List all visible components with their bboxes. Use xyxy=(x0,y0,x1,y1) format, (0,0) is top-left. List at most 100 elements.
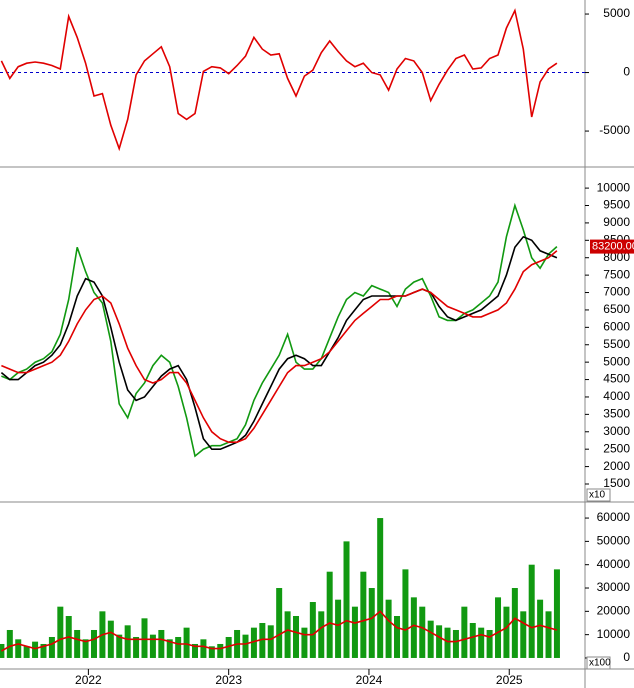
unit-label-box xyxy=(586,656,611,670)
volume-bar xyxy=(335,599,342,658)
volume-bar xyxy=(74,629,81,658)
y-tick-label: 30000 xyxy=(597,580,631,594)
volume-bar xyxy=(267,625,274,658)
y-tick-label: 7500 xyxy=(603,267,630,281)
volume-bar xyxy=(15,639,22,658)
volume-bar xyxy=(486,629,493,658)
unit-label: x10 xyxy=(589,490,606,501)
y-tick-label: 60000 xyxy=(597,510,631,524)
y-tick-label: 5000 xyxy=(603,354,630,368)
volume-bar xyxy=(394,615,401,658)
line-series xyxy=(1,250,558,443)
y-tick-label: 3000 xyxy=(603,424,630,438)
volume-bar xyxy=(545,611,552,658)
volume-bar xyxy=(461,606,468,658)
y-tick-label: 50000 xyxy=(597,534,631,548)
volume-bar xyxy=(32,641,39,658)
y-tick-label: 2000 xyxy=(603,459,630,473)
y-tick-label: 4000 xyxy=(603,389,630,403)
volume-bar xyxy=(452,629,459,658)
volume-bar xyxy=(276,588,283,658)
y-tick-label: 40000 xyxy=(597,557,631,571)
volume-bar xyxy=(520,611,527,658)
volume-bar xyxy=(528,564,535,658)
x-tick-label: 2024 xyxy=(356,673,383,687)
y-tick-label: 0 xyxy=(623,650,630,664)
price-tag xyxy=(590,239,634,254)
volume-bar xyxy=(107,620,114,658)
volume-bar xyxy=(158,629,165,658)
y-tick-label: 2500 xyxy=(603,441,630,455)
y-tick-label: 9000 xyxy=(603,215,630,229)
volume-bar xyxy=(511,588,518,658)
y-tick-label: 4500 xyxy=(603,372,630,386)
y-tick-label: 7000 xyxy=(603,285,630,299)
x-tick-label: 2025 xyxy=(496,673,523,687)
x-tick-label: 2023 xyxy=(215,673,242,687)
volume-bar xyxy=(318,611,325,658)
y-tick-label: 5000 xyxy=(603,6,630,20)
volume-bar xyxy=(343,541,350,658)
y-tick-label: 6500 xyxy=(603,302,630,316)
x-tick-label: 2022 xyxy=(75,673,102,687)
y-tick-label: 10000 xyxy=(597,180,631,194)
volume-bar xyxy=(444,627,451,658)
volume-bar xyxy=(419,606,426,658)
volume-bar xyxy=(503,606,510,658)
line-series xyxy=(1,610,558,652)
y-tick-label: 1500 xyxy=(603,476,630,490)
volume-bar xyxy=(326,571,333,658)
volume-bar xyxy=(175,636,182,658)
y-tick-label: 3500 xyxy=(603,407,630,421)
y-tick-label: 6000 xyxy=(603,320,630,334)
volume-bar xyxy=(90,629,97,658)
volume-bar xyxy=(351,606,358,658)
unit-label-box xyxy=(586,488,611,502)
volume-bar xyxy=(402,569,409,658)
volume-bar xyxy=(377,518,384,658)
volume-bar xyxy=(469,622,476,658)
price-tag-label: 83200.00 xyxy=(592,240,634,252)
volume-bar xyxy=(57,606,64,658)
y-tick-label: 20000 xyxy=(597,604,631,618)
y-tick-label: 5500 xyxy=(603,337,630,351)
volume-bar xyxy=(208,646,215,658)
volume-bar xyxy=(293,615,300,658)
volume-bar xyxy=(242,634,249,658)
volume-bar xyxy=(6,629,13,658)
volume-bar xyxy=(360,571,367,658)
volume-bar xyxy=(116,634,123,658)
volume-bar xyxy=(192,643,198,658)
volume-bar xyxy=(82,639,89,658)
volume-bar xyxy=(200,639,207,658)
volume-bar xyxy=(48,636,55,658)
volume-bar xyxy=(309,602,316,658)
volume-bar xyxy=(427,620,434,658)
line-series xyxy=(0,235,558,450)
volume-bar xyxy=(217,643,224,658)
line-series xyxy=(0,8,558,152)
volume-bar xyxy=(495,597,502,658)
y-tick-label: 9500 xyxy=(603,198,630,212)
y-tick-label: -5000 xyxy=(599,123,630,137)
volume-bar xyxy=(259,622,266,658)
volume-bar xyxy=(40,643,47,658)
volume-bar xyxy=(553,569,560,658)
volume-bar xyxy=(183,627,190,658)
unit-label: x100 xyxy=(589,658,611,669)
volume-bar xyxy=(166,639,173,658)
volume-bar xyxy=(301,627,308,658)
volume-bar xyxy=(225,636,232,658)
volume-bar xyxy=(478,627,485,658)
volume-bar xyxy=(385,599,392,658)
y-tick-label: 0 xyxy=(623,65,630,79)
volume-bar xyxy=(124,625,131,658)
volume-bar xyxy=(250,627,257,658)
volume-bar xyxy=(141,618,148,658)
volume-bar xyxy=(284,611,291,658)
y-tick-label: 10000 xyxy=(597,627,631,641)
volume-bar xyxy=(23,646,30,658)
volume-bar xyxy=(410,597,417,658)
volume-bar xyxy=(368,588,375,658)
